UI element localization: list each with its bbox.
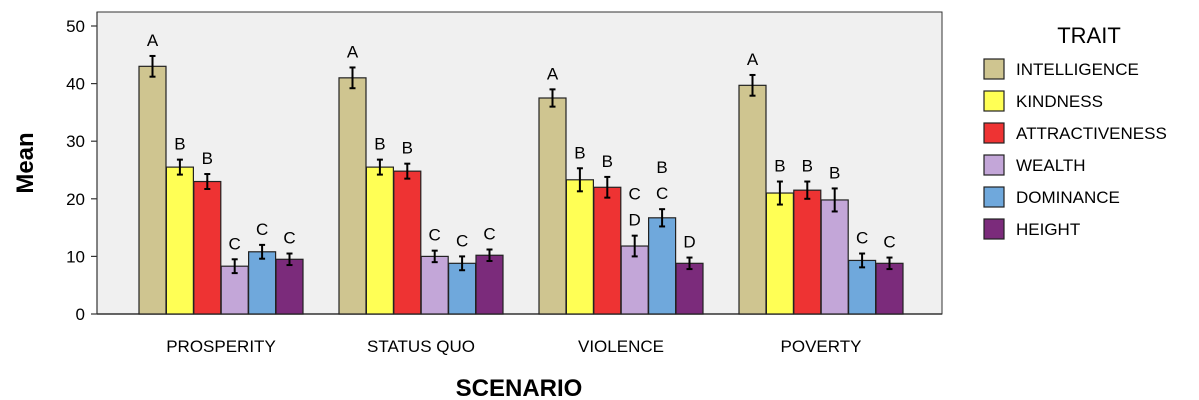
legend-title: TRAIT — [1057, 23, 1121, 48]
significance-letter: D — [629, 211, 641, 230]
legend-swatch — [983, 154, 1005, 176]
significance-letter: B — [829, 163, 840, 182]
significance-letter: B — [802, 157, 813, 176]
legend-swatch — [983, 218, 1005, 240]
bar — [193, 180, 222, 315]
significance-letter: C — [483, 224, 495, 243]
y-tick-label: 30 — [66, 132, 85, 151]
x-tick-label: VIOLENCE — [578, 337, 664, 356]
significance-letter: C — [629, 185, 641, 204]
significance-letter: A — [547, 64, 559, 83]
bar — [675, 262, 704, 315]
legend-swatch — [983, 186, 1005, 208]
bar — [765, 192, 795, 315]
bar — [475, 254, 504, 315]
legend-label: KINDNESS — [1016, 92, 1103, 111]
x-axis: PROSPERITY STATUS QUO VIOLENCE POVERTY — [166, 337, 861, 356]
x-tick-label: STATUS QUO — [367, 337, 475, 356]
bar — [847, 259, 877, 315]
bar — [875, 262, 904, 315]
legend-swatch — [983, 90, 1005, 112]
y-tick-label: 40 — [66, 75, 85, 94]
bar — [793, 189, 822, 315]
significance-letter: C — [429, 226, 441, 245]
significance-letter: B — [602, 152, 613, 171]
legend-swatch — [983, 122, 1005, 144]
significance-letter: B — [174, 135, 185, 154]
bars — [138, 54, 904, 315]
significance-letter: A — [747, 50, 759, 69]
significance-letter: A — [347, 42, 359, 61]
bar — [538, 97, 567, 315]
significance-letter: B — [656, 158, 667, 177]
legend-swatch — [983, 58, 1005, 80]
significance-letter: C — [229, 234, 241, 253]
bar — [565, 179, 595, 315]
significance-letter: B — [202, 149, 213, 168]
bar — [138, 65, 167, 315]
bar — [365, 166, 394, 315]
bar — [338, 77, 367, 315]
significance-letter: B — [402, 139, 413, 158]
significance-letter: C — [856, 229, 868, 248]
legend-label: INTELLIGENCE — [1016, 60, 1139, 79]
significance-letter: D — [683, 233, 695, 252]
y-tick-label: 0 — [76, 305, 85, 324]
significance-letter: B — [774, 157, 785, 176]
y-tick-label: 20 — [66, 190, 85, 209]
bar — [275, 258, 304, 315]
legend-label: HEIGHT — [1016, 220, 1080, 239]
y-axis-title: Mean — [12, 132, 39, 193]
significance-letter: B — [374, 135, 385, 154]
y-tick-label: 10 — [66, 247, 85, 266]
legend-label: WEALTH — [1016, 156, 1086, 175]
bar — [738, 84, 767, 315]
legend: TRAIT INTELLIGENCE KINDNESS ATTRACTIVENESS… — [983, 23, 1167, 240]
significance-letter: C — [656, 184, 668, 203]
significance-letter: C — [883, 233, 895, 252]
bar — [165, 166, 194, 315]
bar — [248, 251, 277, 315]
significance-letter: A — [147, 31, 159, 50]
x-tick-label: POVERTY — [781, 337, 862, 356]
bar — [393, 170, 422, 315]
bar — [420, 255, 449, 315]
bar — [820, 199, 849, 315]
bar — [593, 186, 622, 315]
legend-label: DOMINANCE — [1016, 188, 1120, 207]
significance-letter: C — [256, 220, 268, 239]
y-tick-label: 50 — [66, 17, 85, 36]
x-tick-label: PROSPERITY — [166, 337, 276, 356]
bar — [647, 217, 677, 315]
significance-letter: B — [574, 143, 585, 162]
significance-letter: C — [456, 231, 468, 250]
significance-letter: C — [283, 229, 295, 248]
x-axis-title: SCENARIO — [456, 375, 583, 400]
legend-label: ATTRACTIVENESS — [1016, 124, 1167, 143]
